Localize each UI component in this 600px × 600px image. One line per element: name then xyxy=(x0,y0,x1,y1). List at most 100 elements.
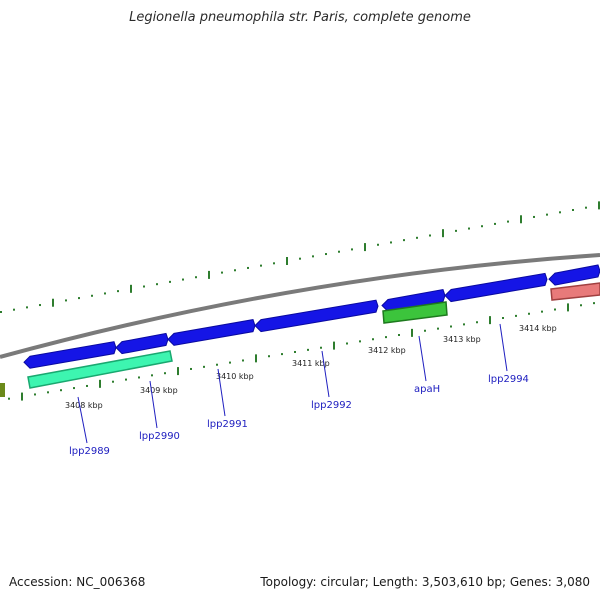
genome-title: Legionella pneumophila str. Paris, compl… xyxy=(129,10,471,25)
outer-minor-tick xyxy=(468,227,470,230)
outer-minor-tick xyxy=(325,253,327,256)
outer-minor-tick xyxy=(169,280,171,283)
outer-minor-tick xyxy=(338,250,340,253)
gene-label-lpp2989[interactable]: lpp2989 xyxy=(69,446,110,457)
inner-minor-tick xyxy=(281,353,283,356)
outer-major-tick xyxy=(364,243,366,252)
outer-major-tick xyxy=(130,284,132,293)
inner-minor-tick xyxy=(73,387,75,390)
inner-minor-tick xyxy=(359,340,361,343)
genome-backbone xyxy=(0,253,600,359)
outer-minor-tick xyxy=(91,294,93,297)
outer-minor-tick xyxy=(507,220,509,223)
outer-minor-tick xyxy=(455,229,457,232)
outer-minor-tick xyxy=(260,264,262,267)
inner-tick-ring xyxy=(8,302,595,401)
cds-arrow[interactable] xyxy=(444,272,548,303)
leader-lpp2992 xyxy=(321,350,330,398)
outer-major-tick xyxy=(442,229,444,238)
gene-label-leaders xyxy=(77,323,508,444)
inner-minor-tick xyxy=(112,380,114,383)
inner-minor-tick xyxy=(476,321,478,324)
gene-feature-lpp2989[interactable] xyxy=(27,350,173,389)
gene-label-lpp2994[interactable]: lpp2994 xyxy=(488,374,529,385)
gene-label-lpp2992[interactable]: lpp2992 xyxy=(311,400,352,411)
cds-arrow[interactable] xyxy=(548,264,600,286)
outer-minor-tick xyxy=(234,269,236,272)
outer-minor-tick xyxy=(65,299,67,302)
outer-minor-tick xyxy=(182,278,184,281)
cds-arrow[interactable] xyxy=(381,288,446,313)
inner-minor-tick xyxy=(424,329,426,332)
outer-minor-tick xyxy=(494,222,496,225)
outer-major-tick xyxy=(286,256,288,265)
scale-label-3414: 3414 kbp xyxy=(519,324,557,333)
outer-minor-tick xyxy=(0,311,2,313)
inner-minor-tick xyxy=(437,327,439,330)
outer-minor-tick xyxy=(247,266,249,269)
inner-major-tick xyxy=(177,367,179,376)
outer-minor-tick xyxy=(39,304,41,307)
inner-minor-tick xyxy=(307,348,309,351)
outer-minor-tick xyxy=(559,211,561,214)
inner-major-tick xyxy=(21,392,23,401)
outer-minor-tick xyxy=(585,206,587,209)
leader-lpp2994 xyxy=(499,323,508,372)
inner-minor-tick xyxy=(528,312,530,315)
inner-minor-tick xyxy=(372,338,374,341)
leader-lpp2991 xyxy=(217,368,226,417)
leader-apaH xyxy=(418,335,427,382)
gene-feature-olive[interactable] xyxy=(0,383,5,397)
inner-major-tick xyxy=(99,379,101,388)
inner-minor-tick xyxy=(164,372,166,375)
inner-minor-tick xyxy=(8,397,10,400)
outer-minor-tick xyxy=(572,208,574,211)
outer-minor-tick xyxy=(377,243,379,246)
inner-minor-tick xyxy=(34,393,36,396)
genome-summary-text: Topology: circular; Length: 3,503,610 bp… xyxy=(260,575,590,589)
inner-minor-tick xyxy=(515,314,517,317)
scale-labels: 3408 kbp 3409 kbp 3410 kbp 3411 kbp 3412… xyxy=(65,324,557,410)
outer-minor-tick xyxy=(299,257,301,260)
outer-minor-tick xyxy=(117,290,119,293)
inner-major-tick xyxy=(333,341,335,350)
outer-minor-tick xyxy=(351,248,353,251)
gene-label-lpp2991[interactable]: lpp2991 xyxy=(207,419,248,430)
gene-label-apaH[interactable]: apaH xyxy=(414,384,440,395)
inner-minor-tick xyxy=(60,389,62,392)
inner-minor-tick xyxy=(268,355,270,358)
cds-arrow[interactable] xyxy=(167,319,256,346)
inner-minor-tick xyxy=(450,325,452,328)
gene-labels: lpp2989 lpp2990 lpp2991 lpp2992 apaH lpp… xyxy=(69,374,529,457)
inner-minor-tick xyxy=(125,378,127,381)
outer-minor-tick xyxy=(390,241,392,244)
inner-minor-tick xyxy=(593,302,595,305)
inner-minor-tick xyxy=(346,342,348,345)
cds-arrow[interactable] xyxy=(115,332,169,355)
cds-arrow[interactable] xyxy=(254,299,379,333)
outer-major-tick xyxy=(208,270,210,279)
inner-minor-tick xyxy=(216,363,218,366)
outer-minor-tick xyxy=(403,239,405,242)
outer-minor-tick xyxy=(481,225,483,228)
scale-label-3411: 3411 kbp xyxy=(292,359,330,368)
outer-minor-tick xyxy=(78,297,80,300)
gene-label-lpp2990[interactable]: lpp2990 xyxy=(139,431,180,442)
gene-feature-apaH[interactable] xyxy=(382,301,448,324)
inner-minor-tick xyxy=(385,336,387,339)
outer-tick-ring xyxy=(0,201,600,313)
outer-minor-tick xyxy=(221,271,223,274)
scale-label-3408: 3408 kbp xyxy=(65,401,103,410)
cds-arrow[interactable] xyxy=(23,341,117,369)
outer-major-tick xyxy=(52,298,54,307)
inner-minor-tick xyxy=(47,391,49,394)
inner-major-tick xyxy=(411,328,413,337)
inner-minor-tick xyxy=(190,367,192,370)
scale-label-3410: 3410 kbp xyxy=(216,372,254,381)
forward-cds-track xyxy=(23,264,600,369)
inner-major-tick xyxy=(489,316,491,325)
scale-label-3412: 3412 kbp xyxy=(368,346,406,355)
gene-feature-red[interactable] xyxy=(550,282,600,301)
